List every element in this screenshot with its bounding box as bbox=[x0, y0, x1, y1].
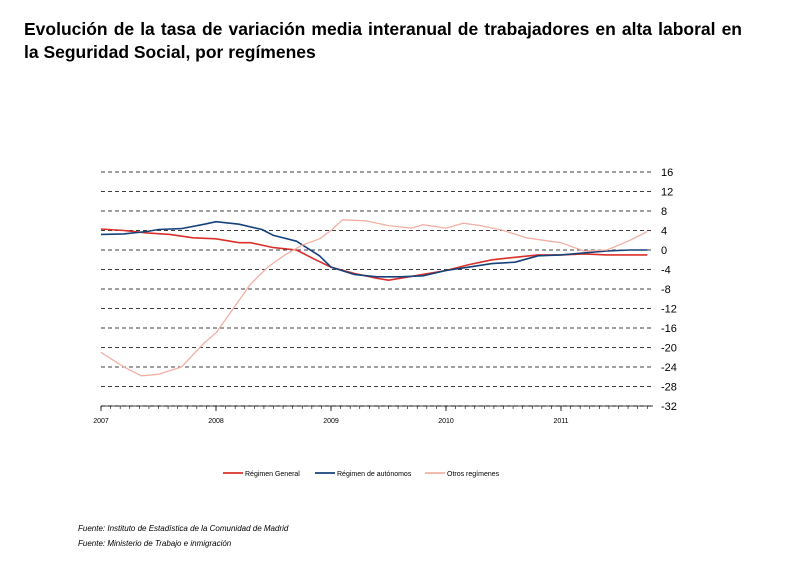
x-tick-label: 2009 bbox=[323, 418, 339, 425]
source-note-2: Fuente: Ministerio de Trabajo e inmigrac… bbox=[78, 539, 232, 548]
legend-label-1: Régimen General bbox=[245, 471, 300, 478]
x-tick-label: 2008 bbox=[208, 418, 224, 425]
series-line-3 bbox=[100, 219, 648, 377]
legend-label-2: Régimen de autónomos bbox=[337, 471, 412, 478]
x-tick-label: 2011 bbox=[553, 418, 568, 425]
chart-title: Evolución de la tasa de variación media … bbox=[24, 19, 742, 62]
x-tick-label: 2010 bbox=[438, 418, 454, 425]
y-tick-label: -32 bbox=[661, 401, 677, 413]
y-tick-label: -4 bbox=[661, 265, 671, 277]
source-note-1: Fuente: Instituto de Estadística de la C… bbox=[78, 524, 289, 533]
y-tick-label: 0 bbox=[661, 245, 667, 257]
y-tick-label: 16 bbox=[661, 167, 673, 179]
y-tick-label: 12 bbox=[661, 187, 673, 199]
y-tick-label: 4 bbox=[661, 226, 667, 238]
y-tick-label: -20 bbox=[661, 343, 677, 355]
x-tick-label: 2007 bbox=[93, 418, 109, 425]
y-tick-label: -24 bbox=[661, 362, 677, 374]
y-tick-label: -28 bbox=[661, 382, 677, 394]
y-tick-label: 8 bbox=[661, 206, 667, 218]
y-tick-label: -12 bbox=[661, 304, 677, 316]
series-line-2 bbox=[100, 220, 648, 278]
legend-label-3: Otros regímenes bbox=[447, 471, 500, 478]
y-tick-label: -16 bbox=[661, 323, 677, 335]
y-tick-label: -8 bbox=[661, 284, 671, 296]
